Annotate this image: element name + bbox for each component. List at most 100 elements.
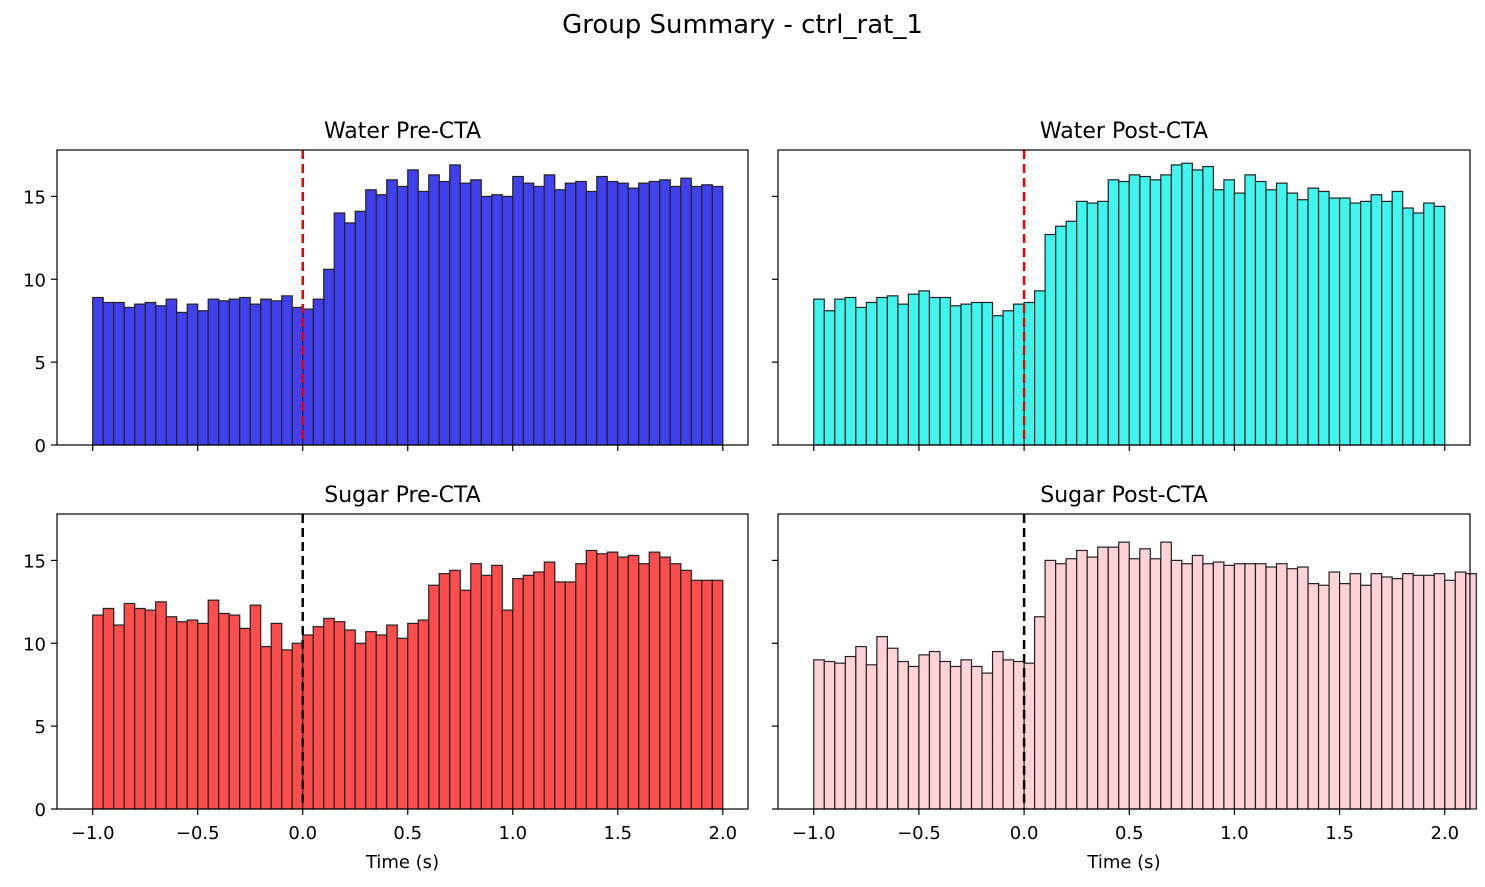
- histogram-bar: [1034, 290, 1046, 446]
- histogram-bar: [1202, 563, 1214, 810]
- histogram-bar: [855, 306, 867, 446]
- histogram-bar: [886, 295, 899, 446]
- histogram-bar: [438, 180, 451, 446]
- histogram-bar: [1286, 568, 1299, 810]
- histogram-bar: [1086, 202, 1099, 446]
- histogram-bar: [449, 164, 461, 446]
- histogram-bar: [428, 584, 440, 810]
- histogram-bar: [949, 665, 962, 810]
- histogram-bar: [690, 579, 703, 810]
- histogram-bar: [844, 296, 857, 446]
- histogram-bar: [270, 300, 283, 446]
- histogram-bar: [1338, 583, 1351, 810]
- y-tick-label: 5: [35, 717, 46, 738]
- histogram-bar: [1023, 301, 1036, 446]
- histogram-bar: [228, 298, 241, 446]
- histogram-bar: [680, 177, 692, 446]
- x-axis-label: Time (s): [1086, 852, 1160, 873]
- x-tick-label: 0.0: [288, 823, 317, 844]
- histogram-bar: [1328, 571, 1341, 810]
- histogram-bar: [1097, 200, 1109, 446]
- histogram-bar: [1465, 573, 1477, 810]
- histogram-bar: [627, 187, 640, 446]
- histogram-bar: [522, 574, 535, 810]
- histogram-bar: [260, 645, 272, 810]
- histogram-bar: [365, 189, 377, 446]
- histogram-bar: [1307, 583, 1320, 810]
- histogram-bar: [491, 194, 503, 446]
- histogram-bar: [1349, 202, 1362, 446]
- histogram-bar: [218, 612, 230, 810]
- histogram-bar: [1212, 561, 1225, 810]
- histogram-bar: [669, 185, 682, 446]
- histogram-bar: [1002, 659, 1015, 810]
- histogram-bar: [543, 561, 556, 810]
- histogram-bar: [711, 185, 724, 446]
- histogram-bar: [1128, 174, 1141, 446]
- histogram-bar: [344, 222, 356, 446]
- x-tick-label: −1.0: [71, 823, 115, 844]
- histogram-bar: [1160, 174, 1172, 446]
- histogram-bar: [960, 659, 973, 810]
- histogram-bar: [596, 553, 608, 810]
- histogram-bar: [354, 642, 367, 810]
- histogram-bar: [939, 660, 952, 810]
- histogram-bar: [564, 182, 577, 446]
- histogram-bar: [155, 601, 167, 810]
- histogram-bar: [249, 303, 262, 446]
- axes-frame: [777, 513, 1471, 810]
- histogram-bar: [1296, 566, 1309, 810]
- y-tick-label: 0: [35, 436, 46, 457]
- histogram-bar: [1086, 556, 1099, 810]
- histogram-bar: [291, 306, 304, 446]
- histogram-bar: [659, 179, 671, 446]
- histogram-bar: [113, 624, 125, 810]
- histogram-bar: [585, 549, 598, 810]
- histogram-bar: [991, 650, 1004, 810]
- histogram-bar: [459, 589, 472, 810]
- histogram-bar: [333, 212, 346, 446]
- subplot-1: 0 5 10 15 Water Pre-CTA: [23, 119, 749, 457]
- histogram-bar: [1097, 546, 1109, 810]
- histogram-bar: [1223, 179, 1236, 446]
- histogram-bar: [176, 311, 188, 446]
- histogram-bar: [480, 195, 493, 446]
- histogram-bar: [1034, 616, 1046, 810]
- histogram-bar: [186, 619, 199, 810]
- histogram-bar: [907, 665, 920, 810]
- histogram-bar: [1223, 564, 1236, 810]
- histogram-bar: [1317, 190, 1330, 446]
- histogram-bar: [711, 579, 724, 810]
- histogram-bar: [249, 604, 262, 810]
- histogram-bar: [302, 308, 314, 446]
- histogram-bar: [844, 655, 857, 810]
- histogram-bar: [449, 569, 461, 810]
- histogram-bar: [1107, 546, 1120, 810]
- histogram-bar: [407, 169, 419, 446]
- histogram-bar: [617, 556, 629, 810]
- histogram-bar: [1233, 192, 1246, 446]
- histogram-bar: [1244, 174, 1257, 446]
- histogram-bar: [991, 315, 1004, 446]
- histogram-bar: [1076, 549, 1088, 810]
- histogram-bar: [197, 622, 209, 810]
- histogram-bar: [659, 556, 671, 810]
- histogram-bar: [302, 634, 314, 810]
- histogram-bar: [1433, 205, 1446, 446]
- histogram-bar: [1412, 212, 1425, 446]
- histogram-bar: [1433, 573, 1446, 810]
- x-tick-label: −0.5: [897, 823, 941, 844]
- histogram-bar: [428, 174, 440, 446]
- histogram-bar: [876, 636, 888, 810]
- histogram-bar: [928, 296, 941, 446]
- histogram-bar: [813, 298, 825, 446]
- histogram-bar: [239, 627, 251, 810]
- histogram-bar: [1444, 579, 1456, 810]
- histogram-bar: [123, 306, 136, 446]
- histogram-bar: [323, 268, 335, 446]
- histogram-bar: [1360, 200, 1372, 446]
- histogram-bar: [407, 622, 419, 810]
- x-tick-label: 0.5: [393, 823, 422, 844]
- histogram-bar: [981, 301, 994, 446]
- histogram-bar: [1349, 573, 1362, 810]
